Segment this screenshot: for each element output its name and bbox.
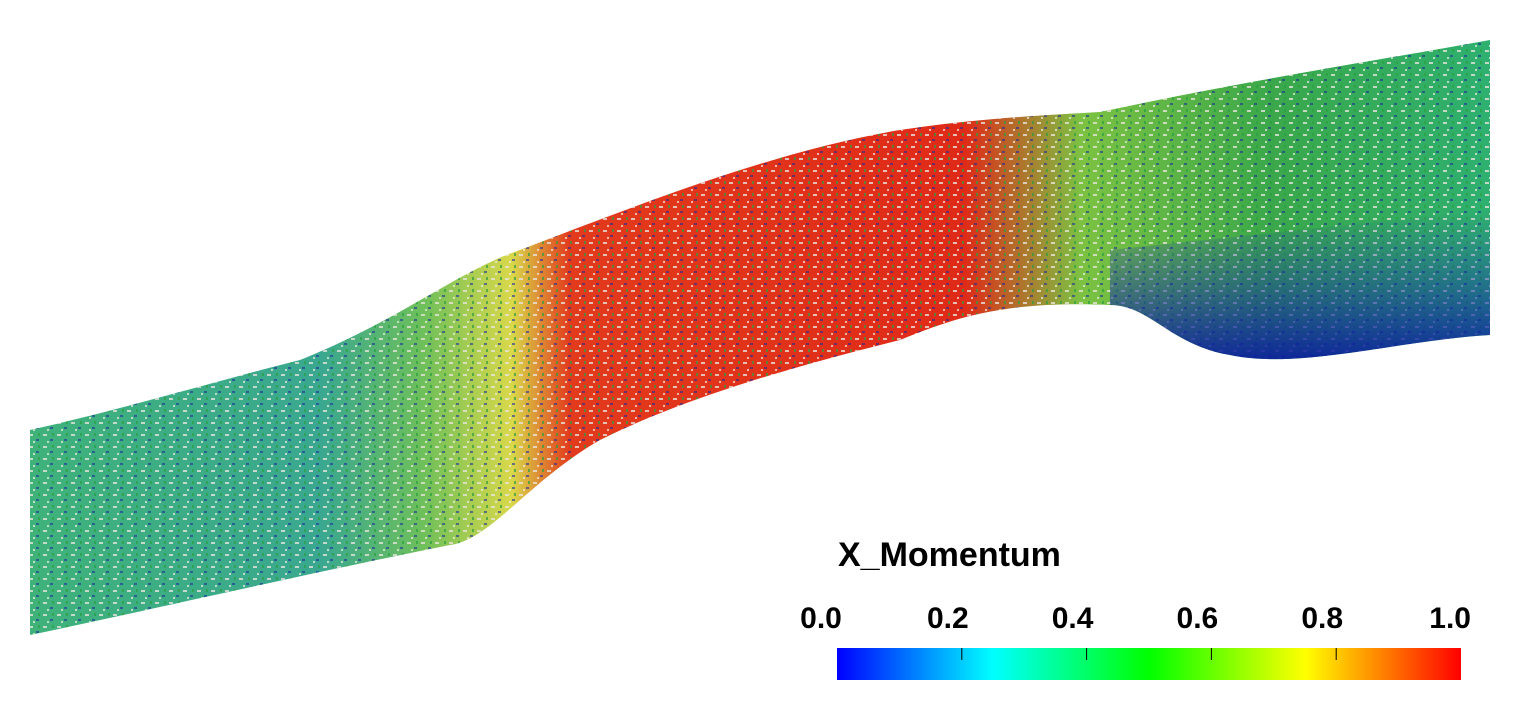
tick-label: 0.2: [927, 602, 969, 635]
colorbar-fill: [837, 648, 1461, 680]
near-wall-region: [1110, 210, 1490, 360]
colorbar: 0.0 0.2 0.4 0.6 0.8 1.0: [800, 602, 1471, 680]
tick-label: 0.6: [1177, 602, 1219, 635]
tick-label: 1.0: [1429, 602, 1471, 635]
colorbar-title: X_Momentum: [838, 536, 1061, 574]
flow-texture: [30, 40, 1490, 635]
tick-label: 0.4: [1052, 602, 1094, 635]
tick-label: 0.0: [800, 602, 842, 635]
tick-label: 0.8: [1301, 602, 1343, 635]
